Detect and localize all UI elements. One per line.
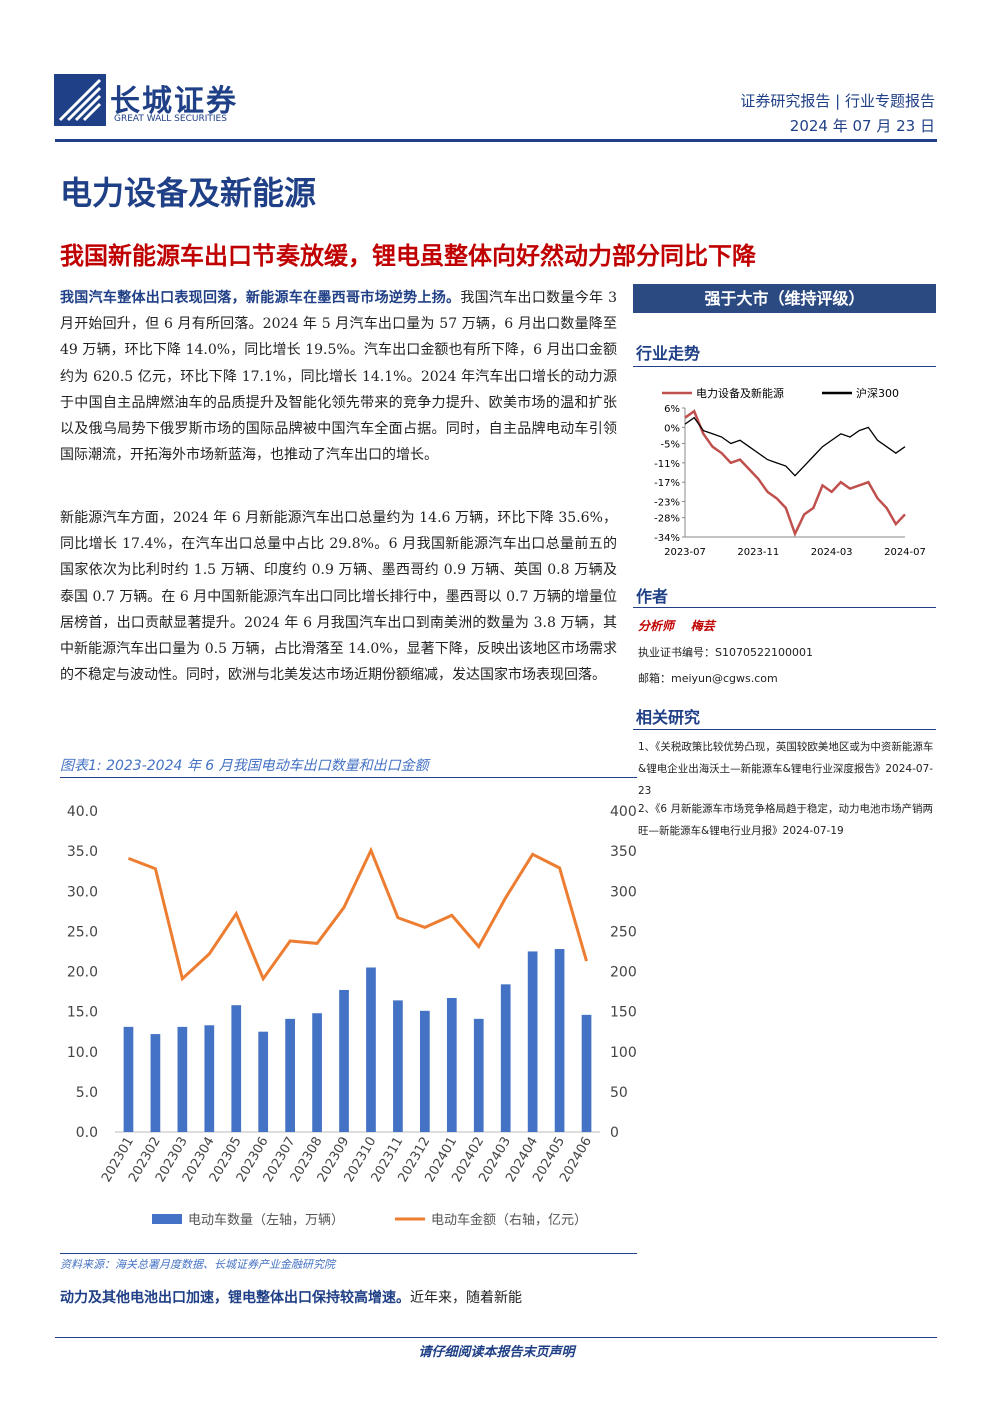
section-title: 作者 <box>636 587 669 606</box>
bar <box>581 1014 592 1132</box>
series-line <box>684 409 906 538</box>
rule <box>60 1253 637 1254</box>
logo-icon <box>54 74 106 126</box>
bar <box>150 1034 161 1132</box>
rule <box>60 777 637 778</box>
report-type: 证券研究报告 <box>740 92 831 110</box>
y-tick-label: 0% <box>664 423 680 434</box>
legend-label: 电力设备及新能源 <box>696 386 784 400</box>
paragraph: 我国汽车整体出口表现回落，新能源车在墨西哥市场逆势上扬。我国汽车出口数量今年 3… <box>60 285 617 468</box>
y2-tick-label: 250 <box>610 924 637 940</box>
logo-text: 长城证券 <box>110 84 238 119</box>
bar <box>473 1018 484 1132</box>
sector-title: 电力设备及新能源 <box>60 174 317 212</box>
logo-en: GREAT WALL SECURITIES <box>114 114 227 124</box>
bar <box>420 1010 430 1132</box>
bar <box>312 1013 322 1132</box>
y-tick-label: 0.0 <box>76 1125 98 1141</box>
series-line <box>127 846 588 982</box>
bar <box>527 951 538 1132</box>
paragraph: 动力及其他电池出口加速，锂电整体出口保持较高增速。近年来，随着新能 <box>60 1285 617 1311</box>
email: 邮箱：meiyun@cgws.com <box>638 672 778 685</box>
y-tick-label: -34% <box>654 533 680 544</box>
y-tick-label: 5.0 <box>76 1085 98 1101</box>
source: 资料来源：海关总署月度数据、长城证券产业金融研究院 <box>60 1258 335 1271</box>
report-type: 证券研究报告 | 行业专题报告 <box>740 92 935 110</box>
y-tick-label: 35.0 <box>67 844 98 860</box>
bar <box>366 967 376 1132</box>
y-tick-label: 10.0 <box>67 1045 98 1061</box>
y-tick-label: 40.0 <box>67 804 98 820</box>
analyst-role: 分析师 <box>638 619 675 633</box>
y2-tick-label: 50 <box>610 1085 628 1101</box>
y-tick-label: 15.0 <box>67 1005 98 1021</box>
y-tick-label: -5% <box>661 439 680 450</box>
bar <box>204 1025 215 1132</box>
section-title: 行业走势 <box>636 344 701 363</box>
y2-tick-label: 400 <box>610 804 637 820</box>
y2-tick-label: 300 <box>610 884 637 900</box>
header-rule <box>55 139 937 142</box>
chart-title: 图表1: 2023-2024 年 6 月我国电动车出口数量和出口金额 <box>60 758 429 774</box>
x-tick-label: 2024-03 <box>811 547 853 558</box>
y2-tick-label: 200 <box>610 965 637 981</box>
section-title: 相关研究 <box>636 708 701 727</box>
bar <box>177 1026 188 1132</box>
export-chart: 0.0 5.0 10.0 15.0 20.0 25.0 30.0 35.0 40.0 0 50 100… <box>67 804 637 1228</box>
bar <box>285 1018 295 1132</box>
rule <box>633 366 936 367</box>
rule <box>633 607 936 608</box>
bar <box>258 1031 269 1132</box>
rating: 强于大市（维持评级） <box>633 284 936 313</box>
legend-label: 电动车金额（右轴，亿元） <box>431 1212 587 1228</box>
y-tick-label: 20.0 <box>67 965 98 981</box>
bar <box>500 984 511 1132</box>
analyst: 分析师 梅芸 <box>638 617 715 634</box>
y-tick-label: 30.0 <box>67 884 98 900</box>
legend-label: 电动车数量（左轴，万辆） <box>188 1212 344 1228</box>
x-tick-label: 2023-11 <box>737 547 779 558</box>
cert: 执业证书编号：S1070522100001 <box>638 646 813 659</box>
bar <box>554 949 565 1132</box>
bar <box>446 997 457 1132</box>
footer: 请仔细阅读本报告末页声明 <box>418 1345 575 1360</box>
y2-tick-label: 0 <box>610 1125 619 1141</box>
bar <box>339 989 349 1132</box>
legend-swatch <box>152 1214 182 1224</box>
date: 2024 年 07 月 23 日 <box>789 117 935 135</box>
rule <box>55 1337 937 1338</box>
y2-tick-label: 100 <box>610 1045 637 1061</box>
headline: 我国新能源车出口节奏放缓，锂电虽整体向好然动力部分同比下降 <box>60 241 756 270</box>
y-tick-label: 6% <box>664 404 680 415</box>
bar <box>393 1000 403 1132</box>
y2-tick-label: 350 <box>610 844 637 860</box>
text: 我国汽车出口数量今年 3 月开始回升，但 6 月有所回落。2024 年 5 月汽… <box>60 290 617 464</box>
bar <box>123 1026 134 1132</box>
series-line <box>684 416 906 477</box>
trend-chart: 6% 0% -5% -11% -17% -23% -28% -34% 2023-07 2023-1… <box>654 386 926 558</box>
related-item: 2、《6 月新能源车市场竞争格局趋于稳定，动力电池市场产销两旺—新能源车&锂电行… <box>638 803 933 837</box>
rule <box>633 729 936 730</box>
y-tick-label: 25.0 <box>67 924 98 940</box>
y-tick-label: -11% <box>654 459 680 470</box>
x-tick-label: 2023-07 <box>664 547 706 558</box>
bar <box>231 1005 242 1132</box>
y2-tick-label: 150 <box>610 1005 637 1021</box>
lead: 动力及其他电池出口加速，锂电整体出口保持较高增速。 <box>60 1290 410 1306</box>
analyst-name: 梅芸 <box>690 619 715 633</box>
report-subtype: 行业专题报告 <box>844 92 935 110</box>
related-item: 1、《关税政策比较优势凸现，英国较欧美地区或为中资新能源车&锂电企业出海沃土—新… <box>638 741 934 797</box>
paragraph: 新能源汽车方面，2024 年 6 月新能源汽车出口总量约为 14.6 万辆，环比… <box>60 510 617 684</box>
text: 近年来，随着新能 <box>410 1290 522 1306</box>
y-tick-label: -23% <box>654 498 680 509</box>
y-tick-label: -28% <box>654 514 680 525</box>
legend-label: 沪深300 <box>856 386 899 400</box>
y-tick-label: -17% <box>654 478 680 489</box>
x-tick-label: 2024-07 <box>884 547 926 558</box>
lead: 我国汽车整体出口表现回落，新能源车在墨西哥市场逆势上扬。 <box>60 290 461 306</box>
